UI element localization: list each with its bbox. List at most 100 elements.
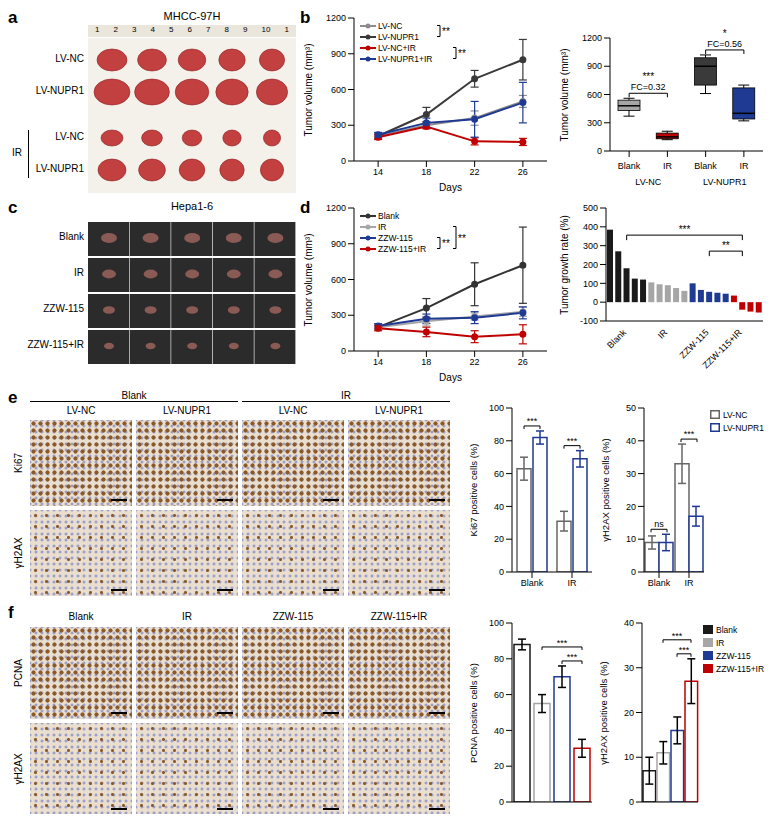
svg-text:20: 20 xyxy=(624,708,634,718)
svg-text:***: *** xyxy=(679,224,691,235)
svg-text:-100: -100 xyxy=(580,316,598,326)
svg-text:0: 0 xyxy=(597,146,602,156)
svg-text:10: 10 xyxy=(624,752,634,762)
svg-text:40: 40 xyxy=(494,726,504,736)
svg-text:IR: IR xyxy=(685,578,695,588)
svg-text:Days: Days xyxy=(439,372,462,383)
svg-text:26: 26 xyxy=(518,357,528,367)
svg-text:200: 200 xyxy=(583,260,598,270)
svg-text:**: ** xyxy=(442,26,450,37)
svg-text:18: 18 xyxy=(421,357,431,367)
svg-text:**: ** xyxy=(442,238,450,249)
svg-text:30: 30 xyxy=(626,469,636,479)
svg-text:22: 22 xyxy=(470,357,480,367)
svg-text:***: *** xyxy=(684,429,695,439)
svg-text:LV-NUPR1: LV-NUPR1 xyxy=(703,177,746,187)
html-text:Hepa1-6: Hepa1-6 xyxy=(170,200,214,212)
svg-text:40: 40 xyxy=(626,436,636,446)
svg-text:Blank: Blank xyxy=(648,578,671,588)
svg-text:20: 20 xyxy=(494,534,504,544)
svg-text:14: 14 xyxy=(373,357,383,367)
svg-text:1200: 1200 xyxy=(582,33,602,43)
svg-text:***: *** xyxy=(567,652,578,662)
svg-text:**: ** xyxy=(722,240,730,251)
svg-text:60: 60 xyxy=(494,469,504,479)
svg-text:900: 900 xyxy=(331,239,346,249)
svg-text:500: 500 xyxy=(583,203,598,213)
svg-text:80: 80 xyxy=(494,436,504,446)
svg-text:***: *** xyxy=(679,645,690,655)
svg-text:***: *** xyxy=(557,638,568,648)
svg-text:***: *** xyxy=(527,416,538,426)
svg-text:22: 22 xyxy=(470,167,480,177)
svg-text:600: 600 xyxy=(587,90,602,100)
svg-text:IR: IR xyxy=(739,161,749,171)
svg-text:900: 900 xyxy=(331,49,346,59)
html-text:MHCC-97H: MHCC-97H xyxy=(163,10,221,22)
svg-text:60: 60 xyxy=(494,690,504,700)
svg-text:80: 80 xyxy=(494,654,504,664)
html-text:Tumor volume (mm³): Tumor volume (mm³) xyxy=(558,48,570,141)
html-text:γH2AX positive cells (%): γH2AX positive cells (%) xyxy=(599,438,611,542)
svg-text:10: 10 xyxy=(626,534,636,544)
svg-text:0: 0 xyxy=(499,797,504,807)
svg-text:100: 100 xyxy=(583,279,598,289)
html-text:PCNA positive cells (%): PCNA positive cells (%) xyxy=(467,662,479,763)
svg-text:40: 40 xyxy=(494,502,504,512)
svg-text:0: 0 xyxy=(631,567,636,577)
svg-text:300: 300 xyxy=(331,120,346,130)
svg-text:0: 0 xyxy=(341,346,346,356)
html-text:Tumor volume (mm³): Tumor volume (mm³) xyxy=(302,43,314,136)
html-text:γH2AX: γH2AX xyxy=(12,537,24,569)
svg-text:0: 0 xyxy=(499,567,504,577)
svg-text:Blank: Blank xyxy=(605,327,628,350)
svg-text:**: ** xyxy=(458,233,466,244)
html-text:PCNA: PCNA xyxy=(12,659,24,687)
svg-text:900: 900 xyxy=(587,61,602,71)
svg-text:100: 100 xyxy=(489,618,504,628)
svg-text:26: 26 xyxy=(518,167,528,177)
svg-text:40: 40 xyxy=(624,618,634,628)
svg-text:30: 30 xyxy=(624,663,634,673)
svg-text:600: 600 xyxy=(331,85,346,95)
svg-text:20: 20 xyxy=(626,502,636,512)
svg-text:100: 100 xyxy=(489,403,504,413)
svg-text:IR: IR xyxy=(656,327,670,341)
html-text:Tumor growth rate (%): Tumor growth rate (%) xyxy=(558,214,570,315)
svg-text:ns: ns xyxy=(654,519,664,529)
svg-text:Blank: Blank xyxy=(521,578,544,588)
svg-text:***: *** xyxy=(567,436,578,446)
svg-text:1200: 1200 xyxy=(326,13,346,23)
svg-text:20: 20 xyxy=(494,761,504,771)
svg-text:14: 14 xyxy=(373,167,383,177)
html-text:Ki67 positive cells (%): Ki67 positive cells (%) xyxy=(467,443,479,537)
html-text:Tumor volume (mm³): Tumor volume (mm³) xyxy=(302,233,314,326)
svg-text:ZZW-115+IR: ZZW-115+IR xyxy=(701,327,744,370)
svg-text:400: 400 xyxy=(583,222,598,232)
svg-text:ZZW-115: ZZW-115 xyxy=(678,327,711,360)
svg-text:IR: IR xyxy=(663,161,673,171)
svg-text:***: *** xyxy=(642,71,654,82)
svg-text:0: 0 xyxy=(593,297,598,307)
svg-text:600: 600 xyxy=(331,275,346,285)
svg-text:300: 300 xyxy=(587,118,602,128)
svg-text:Days: Days xyxy=(439,182,462,193)
svg-text:FC=0.32: FC=0.32 xyxy=(631,82,666,92)
svg-text:300: 300 xyxy=(583,241,598,251)
svg-text:**: ** xyxy=(458,48,466,59)
svg-text:1200: 1200 xyxy=(326,203,346,213)
html-text:Ki67: Ki67 xyxy=(12,453,24,473)
svg-text:FC=0.56: FC=0.56 xyxy=(707,39,742,49)
svg-text:Blank: Blank xyxy=(618,161,641,171)
svg-text:*: * xyxy=(723,28,727,39)
svg-text:***: *** xyxy=(672,631,683,641)
svg-text:50: 50 xyxy=(626,403,636,413)
svg-text:0: 0 xyxy=(629,797,634,807)
svg-text:300: 300 xyxy=(331,310,346,320)
svg-text:18: 18 xyxy=(421,167,431,177)
svg-text:0: 0 xyxy=(341,156,346,166)
svg-text:Blank: Blank xyxy=(694,161,717,171)
svg-text:IR: IR xyxy=(568,578,578,588)
html-text:γH2AX: γH2AX xyxy=(12,753,24,785)
svg-text:LV-NC: LV-NC xyxy=(635,177,661,187)
